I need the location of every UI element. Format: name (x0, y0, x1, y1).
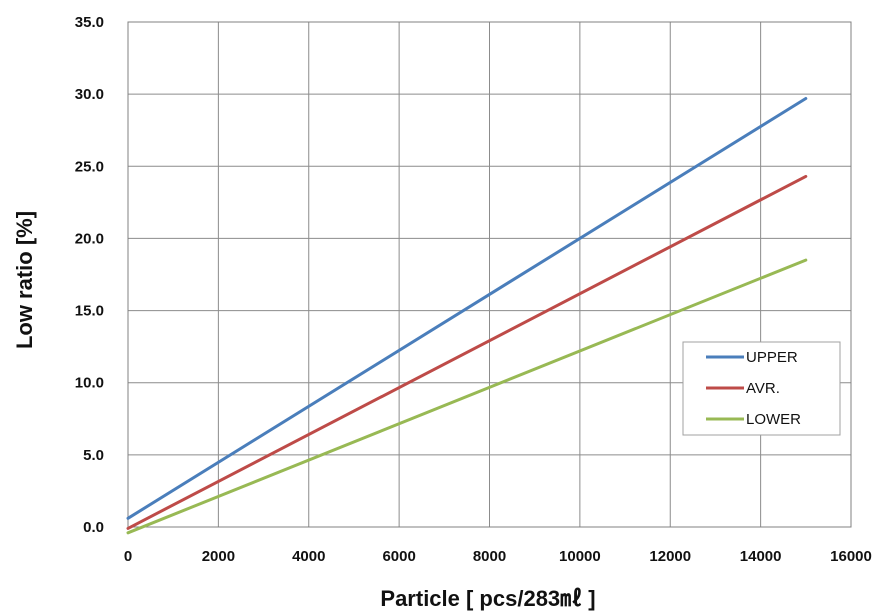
series-line-lower (126, 258, 808, 535)
x-tick-label: 6000 (382, 548, 415, 565)
y-tick-labels: 0.0 5.0 10.0 15.0 20.0 25.0 30.0 35.0 (75, 14, 104, 536)
y-tick-label: 35.0 (75, 14, 104, 31)
y-tick-label: 25.0 (75, 158, 104, 175)
series-line-upper (126, 97, 808, 520)
x-tick-label: 12000 (649, 548, 691, 565)
x-axis-title: Particle [ pcs/283㎖ ] (380, 586, 595, 611)
y-tick-label: 0.0 (83, 519, 104, 536)
y-tick-label: 30.0 (75, 86, 104, 103)
x-tick-label: 16000 (830, 548, 872, 565)
legend-label: LOWER (746, 411, 801, 428)
x-tick-label: 10000 (559, 548, 601, 565)
y-tick-label: 20.0 (75, 230, 104, 247)
legend: UPPER AVR. LOWER (682, 341, 841, 436)
y-tick-label: 5.0 (83, 447, 104, 464)
x-tick-label: 2000 (202, 548, 235, 565)
y-tick-label: 10.0 (75, 375, 104, 392)
x-tick-labels: 0 2000 4000 6000 8000 10000 12000 14000 16000 (124, 548, 872, 565)
x-tick-label: 14000 (740, 548, 782, 565)
legend-label: UPPER (746, 349, 798, 366)
legend-label: AVR. (746, 380, 780, 397)
y-tick-label: 15.0 (75, 303, 104, 320)
series-lines (126, 97, 808, 535)
series-line-avr (126, 174, 808, 530)
y-axis-title: Low ratio [%] (12, 211, 37, 349)
x-tick-label: 8000 (473, 548, 506, 565)
x-tick-label: 4000 (292, 548, 325, 565)
plot-area (127, 21, 852, 528)
x-tick-label: 0 (124, 548, 132, 565)
